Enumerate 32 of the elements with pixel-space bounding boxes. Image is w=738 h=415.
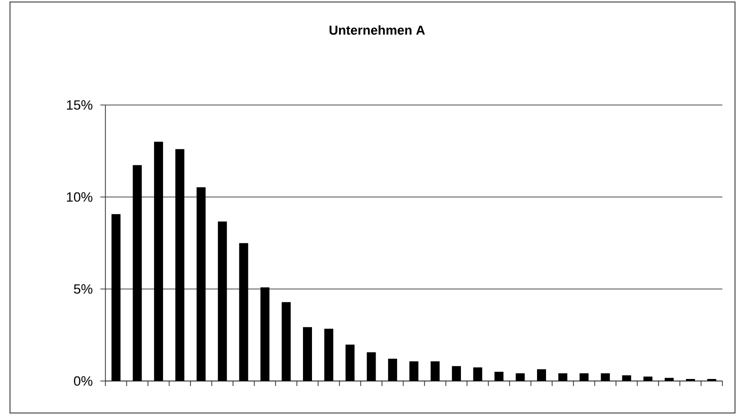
bar [239, 243, 248, 381]
bar [302, 327, 312, 381]
bar [558, 373, 568, 381]
bar [473, 367, 482, 381]
bar [366, 352, 376, 381]
bar [388, 358, 398, 381]
bar [132, 165, 142, 381]
bar [346, 344, 355, 381]
bar [494, 372, 504, 381]
bar [452, 366, 461, 381]
bar [175, 149, 184, 381]
bar [112, 214, 121, 381]
bar [430, 361, 440, 381]
bar [218, 221, 227, 381]
bar [260, 287, 270, 381]
bar [580, 373, 589, 381]
y-tick-label: 0% [74, 376, 92, 386]
bar [643, 376, 652, 381]
bar [324, 328, 334, 381]
bar [282, 302, 291, 381]
y-tick-label: 15% [66, 100, 92, 110]
bar [537, 369, 546, 381]
y-tick-label: 5% [74, 284, 92, 294]
bar [600, 373, 610, 381]
bar [516, 373, 525, 381]
y-tick-label: 10% [66, 192, 92, 202]
bar [664, 378, 674, 381]
bar [154, 142, 164, 381]
bar [409, 361, 418, 381]
chart-title: Unternehmen A [330, 25, 425, 35]
bar [622, 375, 632, 381]
bar [196, 187, 206, 381]
